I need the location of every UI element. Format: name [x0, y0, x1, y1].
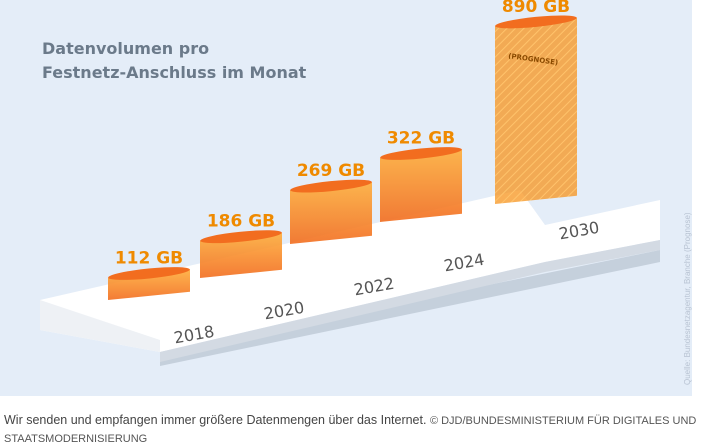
value-label-2030: 890 GB	[502, 0, 570, 17]
value-label-2022: 269 GB	[297, 161, 365, 181]
source-note: Quelle: Bundesnetzagentur, Branche (Prog…	[683, 212, 692, 385]
caption-credit: © DJD/BUNDESMINISTERIUM FÜR DIGITALES UN…	[4, 415, 697, 445]
bar-top-2022	[290, 179, 372, 193]
value-label-2024: 322 GB	[387, 129, 455, 149]
value-label-2020: 186 GB	[207, 212, 275, 232]
chart-title-line-2: Festnetz-Anschluss im Monat	[42, 63, 307, 82]
bar-top-2030	[495, 15, 577, 29]
bar-2024	[380, 149, 462, 222]
bar-top-2024	[380, 147, 462, 160]
infographic: Datenvolumen pro Festnetz-Anschluss im M…	[0, 0, 692, 396]
bar-2022	[290, 182, 372, 244]
bar-top-2020	[200, 230, 282, 244]
bar-2030	[495, 17, 577, 204]
bar-2020	[200, 232, 282, 278]
caption-text: Wir senden und empfangen immer größere D…	[4, 413, 427, 427]
chart-title-line-1: Datenvolumen pro	[42, 39, 209, 58]
platform	[40, 190, 660, 366]
caption: Wir senden und empfangen immer größere D…	[4, 412, 704, 448]
value-label-2018: 112 GB	[115, 249, 183, 269]
chart-svg: Datenvolumen pro Festnetz-Anschluss im M…	[40, 0, 692, 385]
bar-top-2018	[108, 267, 190, 280]
